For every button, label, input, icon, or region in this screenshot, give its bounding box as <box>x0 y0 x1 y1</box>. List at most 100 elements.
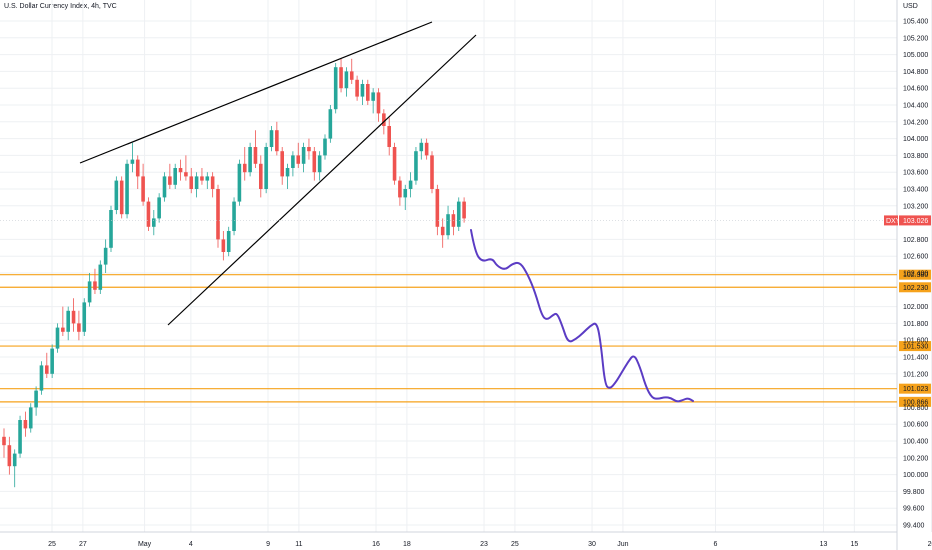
candle-body <box>216 189 220 240</box>
x-tick-label: Jun <box>617 541 628 548</box>
candle-body <box>360 84 365 97</box>
y-tick-label: 102.600 <box>903 254 928 261</box>
candle-body <box>103 247 108 265</box>
candle-body <box>226 231 231 252</box>
candle-body <box>173 168 177 185</box>
candle-body <box>200 176 204 181</box>
y-tick-label: 104.000 <box>903 136 928 143</box>
candle-body <box>296 155 301 164</box>
candle-body <box>430 155 434 189</box>
candle-body <box>168 176 172 185</box>
candle-body <box>61 327 65 332</box>
rising-wedge <box>79 21 477 326</box>
candle-body <box>125 163 129 215</box>
candle-body <box>205 176 210 181</box>
y-tick-label: 103.800 <box>903 153 928 160</box>
y-tick-label: 103.600 <box>903 170 928 177</box>
candle-body <box>419 142 424 152</box>
chart-title: U.S. Dollar Currency Index, 4h, TVC <box>4 3 117 10</box>
last-price-badge <box>899 215 931 226</box>
candle-body <box>312 151 317 173</box>
level-label: 101.530 <box>903 344 928 351</box>
x-tick-label: 6 <box>714 541 718 548</box>
y-tick-label: 103.400 <box>903 187 928 194</box>
candle-body <box>146 201 151 227</box>
candle-body <box>285 168 290 177</box>
y-tick-label: 105.000 <box>903 52 928 59</box>
candle-body <box>39 365 44 391</box>
x-tick-label: 16 <box>372 541 380 548</box>
candle-body <box>355 79 359 97</box>
candle-body <box>66 310 70 332</box>
candle-body <box>189 176 194 189</box>
level-label: 101.023 <box>903 386 928 393</box>
candle-body <box>184 172 188 177</box>
candle-body <box>259 163 263 189</box>
level-badge <box>899 282 931 293</box>
candle-body <box>408 180 413 189</box>
y-tick-label: 101.200 <box>903 371 928 378</box>
y-tick-label: 104.200 <box>903 119 928 126</box>
x-tick-label: May <box>138 541 152 548</box>
candle-body <box>98 264 103 290</box>
y-tick-label: 103.200 <box>903 203 928 210</box>
x-tick-label: 23 <box>480 541 488 548</box>
projection-curve <box>470 229 694 403</box>
candle-body <box>446 214 450 236</box>
candle-body <box>280 151 284 177</box>
symbol-badge <box>884 215 898 226</box>
projection-path <box>470 229 694 403</box>
candle-body <box>162 176 167 198</box>
candle-body <box>339 67 343 89</box>
level-badge <box>899 396 931 407</box>
price-axis[interactable]: 105.400 105.200 105.000 104.800 104.600 104.4… <box>903 19 928 530</box>
y-tick-label: 104.600 <box>903 86 928 93</box>
candle-body <box>119 180 124 215</box>
candle-body <box>403 189 408 198</box>
candle-body <box>376 92 381 114</box>
x-tick-label: 25 <box>511 541 519 548</box>
candle-body <box>210 176 215 189</box>
candle-body <box>34 390 38 408</box>
candle-body <box>398 180 402 198</box>
time-axis[interactable]: 25 27 May 4 9 11 16 18 23 25 30 Jun 6 13 15 20 <box>48 541 932 548</box>
candle-body <box>45 365 49 374</box>
candle-body <box>253 147 258 164</box>
candle-body <box>82 302 87 332</box>
x-tick-label: 27 <box>79 541 87 548</box>
x-tick-label: 18 <box>403 541 411 548</box>
candle-body <box>317 155 322 173</box>
last-price-label: 103.026 <box>903 218 928 225</box>
candle-body <box>178 168 183 173</box>
level-badge <box>899 269 931 280</box>
candle-body <box>291 155 295 168</box>
x-tick-label: 13 <box>820 541 828 548</box>
price-unit: USD <box>903 3 918 10</box>
candle-body <box>194 176 199 189</box>
candle-body <box>2 436 6 446</box>
y-tick-label: 99.400 <box>903 523 925 530</box>
wedge-lower-line <box>167 34 477 326</box>
y-tick-label: 102.000 <box>903 304 928 311</box>
candle-body <box>109 210 113 248</box>
candle-body <box>307 147 311 152</box>
grid <box>0 0 932 532</box>
candle-body <box>114 180 119 210</box>
candle-body <box>440 226 445 236</box>
candle-body <box>269 130 274 147</box>
candle-body <box>50 348 54 374</box>
x-tick-label: 20 <box>928 541 932 548</box>
y-tick-label: 99.800 <box>903 489 925 496</box>
candle-body <box>242 163 247 173</box>
y-tick-label: 102.400 <box>903 271 928 278</box>
candle-body <box>28 407 33 429</box>
y-tick-label: 100.400 <box>903 439 928 446</box>
candle-body <box>237 163 242 202</box>
level-badge <box>899 383 931 394</box>
candle-body <box>328 109 333 139</box>
x-tick-label: 4 <box>189 541 193 548</box>
candle-body <box>349 71 354 80</box>
candle-body <box>264 147 268 189</box>
candle-body <box>135 159 140 177</box>
